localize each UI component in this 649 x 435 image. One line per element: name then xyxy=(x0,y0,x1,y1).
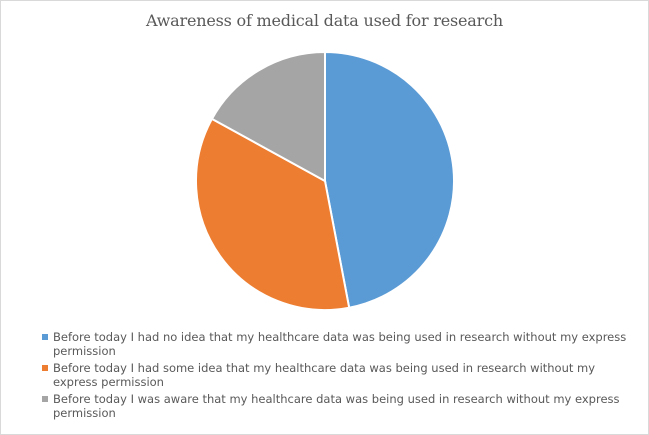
legend-label-some-idea: Before today I had some idea that my hea… xyxy=(53,361,596,389)
chart-title: Awareness of medical data used for resea… xyxy=(146,11,503,30)
pie-slice-aware xyxy=(210,51,326,182)
legend-swatch-some-idea xyxy=(42,365,48,371)
legend: Before today I had no idea that my healt… xyxy=(41,330,641,423)
pie-slice-no-idea xyxy=(324,51,456,309)
legend-swatch-aware xyxy=(42,396,48,402)
legend-label-no-idea: Before today I had no idea that my healt… xyxy=(53,330,627,358)
legend-item-no-idea: Before today I had no idea that my healt… xyxy=(41,330,641,358)
legend-label-aware: Before today I was aware that my healthc… xyxy=(53,392,620,420)
legend-swatch-no-idea xyxy=(42,334,48,340)
legend-item-aware: Before today I was aware that my healthc… xyxy=(41,392,641,420)
pie-slice-some-idea xyxy=(195,117,351,311)
legend-item-some-idea: Before today I had some idea that my hea… xyxy=(41,361,641,389)
